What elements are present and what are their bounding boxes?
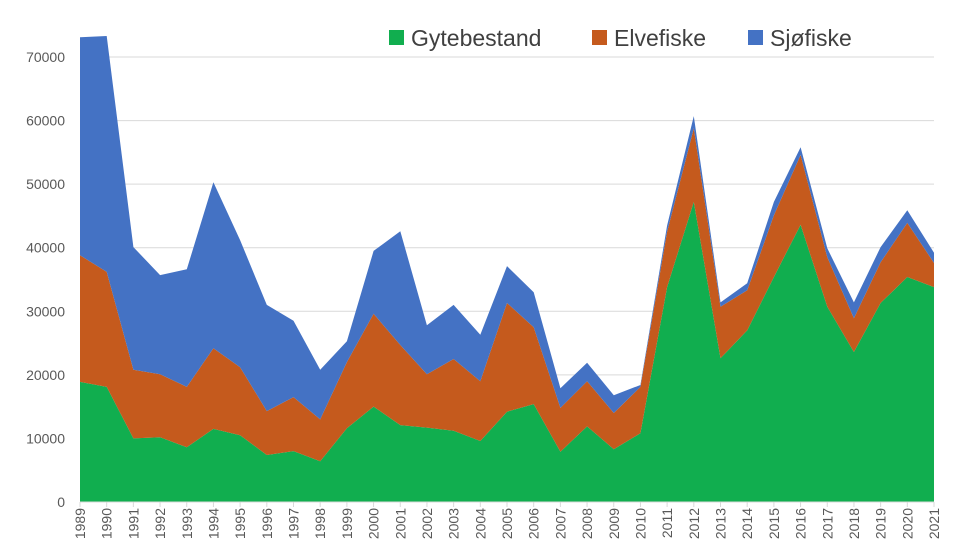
x-tick-label: 2004 xyxy=(472,508,488,539)
x-tick-label: 1998 xyxy=(312,508,328,539)
x-tick-label: 2005 xyxy=(499,508,515,539)
x-tick-label: 2014 xyxy=(739,508,755,539)
x-tick-label: 1997 xyxy=(286,508,302,539)
x-tick-label: 2006 xyxy=(526,508,542,539)
x-tick-label: 2018 xyxy=(846,508,862,539)
x-tick-label: 2012 xyxy=(686,508,702,539)
y-tick-label: 50000 xyxy=(26,176,65,192)
x-tick-label: 1995 xyxy=(232,508,248,539)
x-tick-label: 1990 xyxy=(99,508,115,539)
legend-item-elvefiske: Elvefiske xyxy=(592,25,706,51)
x-tick-label: 1991 xyxy=(125,508,141,539)
y-tick-label: 20000 xyxy=(26,367,65,383)
legend-label: Elvefiske xyxy=(614,25,706,51)
x-tick-label: 1994 xyxy=(205,508,221,539)
x-tick-label: 2001 xyxy=(392,508,408,539)
x-tick-label: 2000 xyxy=(366,508,382,539)
x-tick-label: 2015 xyxy=(766,508,782,539)
x-tick-label: 2009 xyxy=(606,508,622,539)
x-tick-label: 2017 xyxy=(819,508,835,539)
x-tick-label: 1992 xyxy=(152,508,168,539)
legend-item-sjøfiske: Sjøfiske xyxy=(748,25,852,51)
y-tick-label: 60000 xyxy=(26,113,65,129)
x-tick-label: 2008 xyxy=(579,508,595,539)
x-tick-label: 1989 xyxy=(72,508,88,539)
x-tick-label: 2020 xyxy=(899,508,915,539)
x-tick-label: 1993 xyxy=(179,508,195,539)
x-tick-label: 1996 xyxy=(259,508,275,539)
legend-swatch xyxy=(592,30,607,45)
legend-label: Sjøfiske xyxy=(770,25,852,51)
y-tick-label: 40000 xyxy=(26,240,65,256)
y-tick-label: 30000 xyxy=(26,303,65,319)
area-series xyxy=(80,36,934,502)
x-tick-label: 2013 xyxy=(713,508,729,539)
y-tick-label: 0 xyxy=(57,494,65,510)
x-tick-label: 2003 xyxy=(446,508,462,539)
legend-label: Gytebestand xyxy=(411,25,541,51)
x-tick-label: 2016 xyxy=(793,508,809,539)
legend-swatch xyxy=(748,30,763,45)
x-tick-label: 2021 xyxy=(926,508,942,539)
x-tick-label: 2010 xyxy=(632,508,648,539)
legend: Gytebestand Elvefiske Sjøfiske xyxy=(389,25,852,51)
y-tick-label: 10000 xyxy=(26,430,65,446)
x-tick-label: 2019 xyxy=(873,508,889,539)
x-tick-label: 2007 xyxy=(552,508,568,539)
x-tick-label: 1999 xyxy=(339,508,355,539)
x-axis: 1989 1990 1991 1992 1993 1994 1995 1996 1997 1998… xyxy=(72,501,942,539)
area-elvefiske xyxy=(80,128,934,462)
y-tick-label: 70000 xyxy=(26,49,65,65)
area-gytebestand xyxy=(80,201,934,502)
legend-swatch xyxy=(389,30,404,45)
x-tick-label: 2011 xyxy=(659,508,675,538)
legend-item-gytebestand: Gytebestand xyxy=(389,25,541,51)
y-axis: 0 10000 20000 30000 40000 50000 60000 70000 xyxy=(26,49,65,510)
area-sjøfiske xyxy=(80,36,934,420)
x-tick-label: 2002 xyxy=(419,508,435,539)
